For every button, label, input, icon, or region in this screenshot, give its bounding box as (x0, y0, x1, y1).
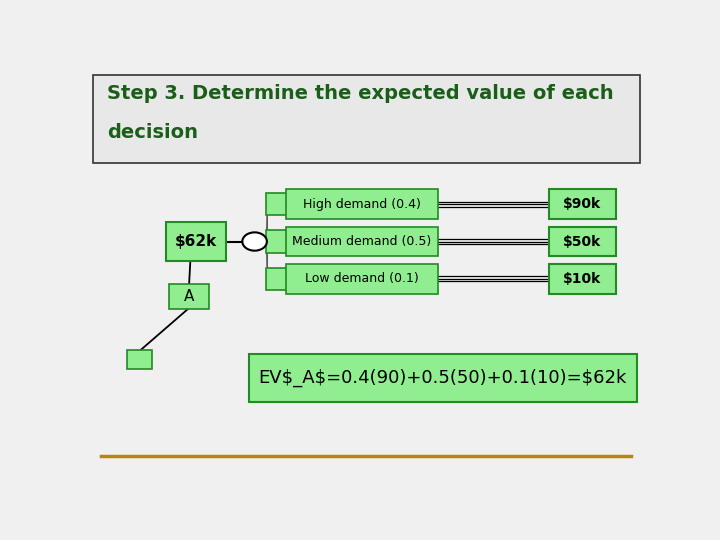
Text: $50k: $50k (563, 234, 601, 248)
FancyBboxPatch shape (93, 75, 639, 163)
Text: A: A (184, 289, 194, 304)
FancyBboxPatch shape (549, 190, 616, 219)
Text: Step 3. Determine the expected value of each: Step 3. Determine the expected value of … (107, 84, 613, 103)
FancyBboxPatch shape (249, 354, 637, 402)
Text: High demand (0.4): High demand (0.4) (303, 198, 421, 211)
FancyBboxPatch shape (166, 222, 226, 261)
FancyBboxPatch shape (266, 193, 289, 215)
FancyBboxPatch shape (287, 227, 438, 256)
FancyBboxPatch shape (266, 268, 289, 290)
FancyBboxPatch shape (549, 227, 616, 256)
Circle shape (243, 232, 267, 251)
FancyBboxPatch shape (266, 230, 289, 253)
Text: $62k: $62k (175, 234, 217, 249)
Text: $90k: $90k (563, 197, 601, 211)
Text: Medium demand (0.5): Medium demand (0.5) (292, 235, 432, 248)
FancyBboxPatch shape (169, 284, 209, 309)
Text: $10k: $10k (563, 272, 601, 286)
FancyBboxPatch shape (287, 264, 438, 294)
FancyBboxPatch shape (127, 350, 153, 369)
Text: Low demand (0.1): Low demand (0.1) (305, 273, 419, 286)
Text: decision: decision (107, 123, 198, 142)
FancyBboxPatch shape (549, 264, 616, 294)
FancyBboxPatch shape (287, 190, 438, 219)
Text: EV$_A$=0.4(90)+0.5(50)+0.1(10)=$62k: EV$_A$=0.4(90)+0.5(50)+0.1(10)=$62k (258, 369, 627, 387)
